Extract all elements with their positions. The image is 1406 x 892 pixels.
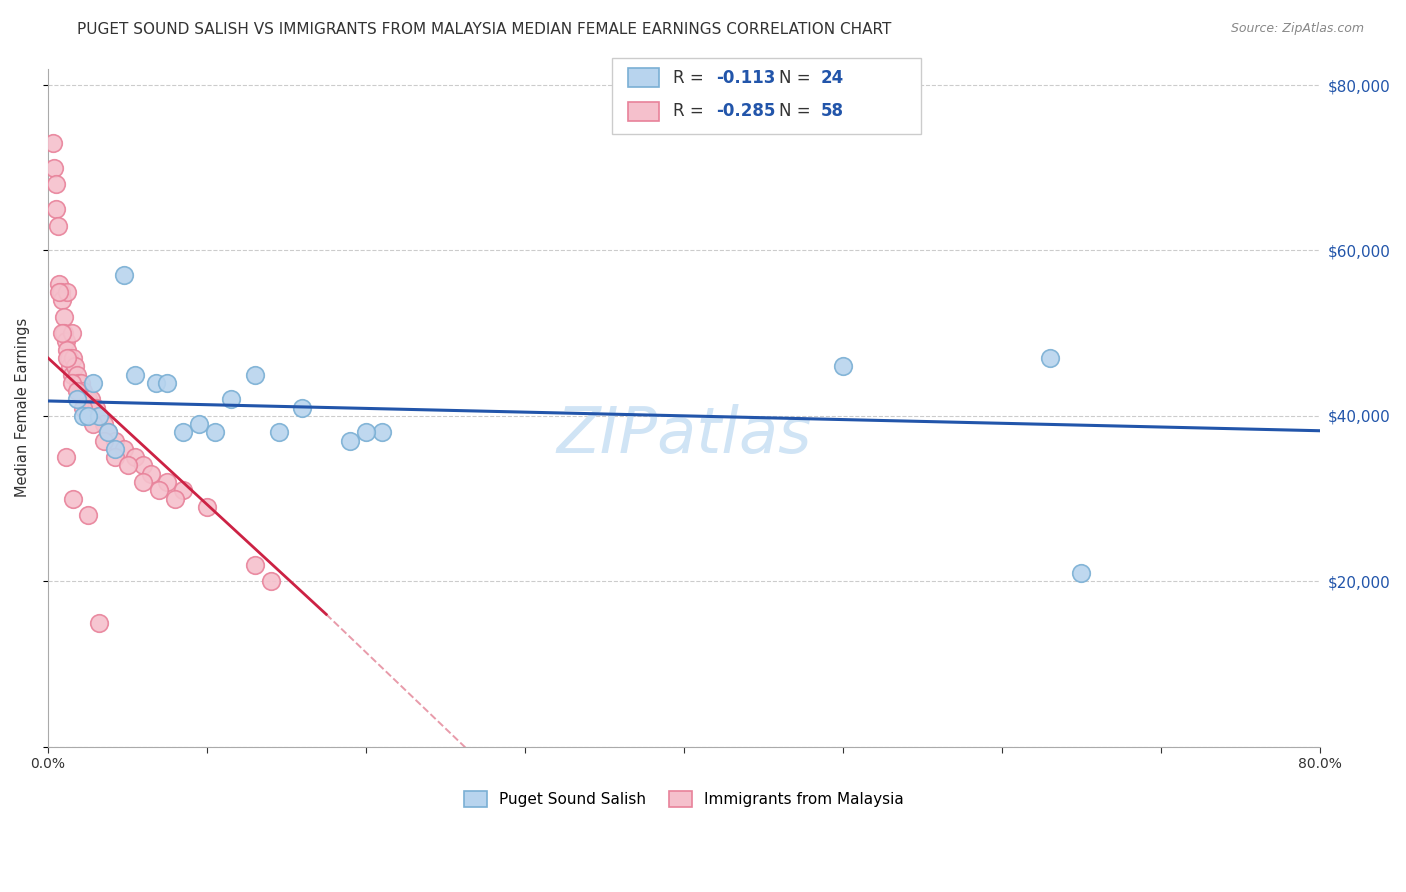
Point: [48, 285, 70, 299]
Point: [188, 417, 211, 431]
Point: [72, 401, 94, 415]
Point: [93, 417, 115, 431]
Point: [267, 425, 290, 440]
Point: [49, 285, 72, 299]
Point: [195, 500, 218, 514]
Point: [80, 392, 103, 407]
Point: [55, 450, 77, 465]
Point: [76, 409, 98, 423]
Point: [46, 219, 69, 233]
Point: [72, 384, 94, 398]
Point: [172, 483, 194, 498]
Point: [51, 293, 73, 307]
Point: [52, 310, 75, 324]
Text: 58: 58: [821, 103, 844, 120]
Point: [219, 392, 242, 407]
Point: [45, 202, 67, 216]
Point: [124, 450, 146, 465]
Point: [62, 351, 84, 365]
Text: PUGET SOUND SALISH VS IMMIGRANTS FROM MALAYSIA MEDIAN FEMALE EARNINGS CORRELATIO: PUGET SOUND SALISH VS IMMIGRANTS FROM MA…: [77, 22, 891, 37]
Point: [62, 491, 84, 506]
Point: [1038, 351, 1060, 365]
Point: [82, 401, 104, 415]
Text: R =: R =: [673, 103, 710, 120]
Point: [76, 508, 98, 522]
Point: [145, 376, 167, 390]
Point: [259, 574, 281, 589]
Text: N =: N =: [779, 69, 815, 87]
Point: [243, 558, 266, 572]
Point: [112, 442, 135, 456]
Point: [66, 392, 89, 407]
Point: [70, 376, 93, 390]
Point: [141, 467, 163, 481]
Point: [124, 368, 146, 382]
Point: [204, 425, 226, 440]
Text: Source: ZipAtlas.com: Source: ZipAtlas.com: [1230, 22, 1364, 36]
Point: [291, 401, 314, 415]
Text: 24: 24: [821, 69, 845, 87]
Point: [82, 376, 104, 390]
Point: [56, 343, 79, 357]
Point: [117, 458, 139, 473]
Point: [243, 368, 266, 382]
Point: [44, 161, 66, 175]
Text: N =: N =: [779, 103, 815, 120]
Point: [87, 409, 110, 423]
Point: [112, 268, 135, 283]
Point: [132, 475, 155, 489]
Point: [66, 384, 89, 398]
Y-axis label: Median Female Earnings: Median Female Earnings: [15, 318, 30, 497]
Point: [56, 285, 79, 299]
Point: [339, 434, 361, 448]
Text: R =: R =: [673, 69, 710, 87]
Point: [51, 326, 73, 340]
Point: [87, 615, 110, 630]
Text: ZIPatlas: ZIPatlas: [557, 404, 811, 466]
Point: [72, 409, 94, 423]
Point: [156, 376, 179, 390]
Point: [63, 359, 86, 374]
Point: [165, 491, 187, 506]
Point: [42, 136, 65, 150]
Point: [87, 409, 110, 423]
Point: [48, 277, 70, 291]
Point: [52, 326, 75, 340]
Text: -0.113: -0.113: [716, 69, 775, 87]
Point: [59, 359, 82, 374]
Point: [56, 351, 79, 365]
Point: [104, 442, 127, 456]
Text: -0.285: -0.285: [716, 103, 775, 120]
Point: [45, 178, 67, 192]
Point: [172, 425, 194, 440]
Point: [69, 384, 91, 398]
Legend: Puget Sound Salish, Immigrants from Malaysia: Puget Sound Salish, Immigrants from Mala…: [458, 785, 910, 814]
Point: [104, 450, 127, 465]
Point: [93, 434, 115, 448]
Point: [76, 392, 98, 407]
Point: [148, 483, 170, 498]
Point: [60, 326, 83, 340]
Point: [104, 434, 127, 448]
Point: [82, 417, 104, 431]
Point: [55, 334, 77, 349]
Point: [66, 368, 89, 382]
Point: [84, 401, 107, 415]
Point: [97, 425, 120, 440]
Point: [371, 425, 394, 440]
Point: [58, 351, 80, 365]
Point: [156, 475, 179, 489]
Point: [831, 359, 853, 374]
Point: [354, 425, 377, 440]
Point: [1070, 566, 1092, 580]
Point: [60, 376, 83, 390]
Point: [67, 376, 90, 390]
Point: [132, 458, 155, 473]
Point: [60, 368, 83, 382]
Point: [97, 425, 120, 440]
